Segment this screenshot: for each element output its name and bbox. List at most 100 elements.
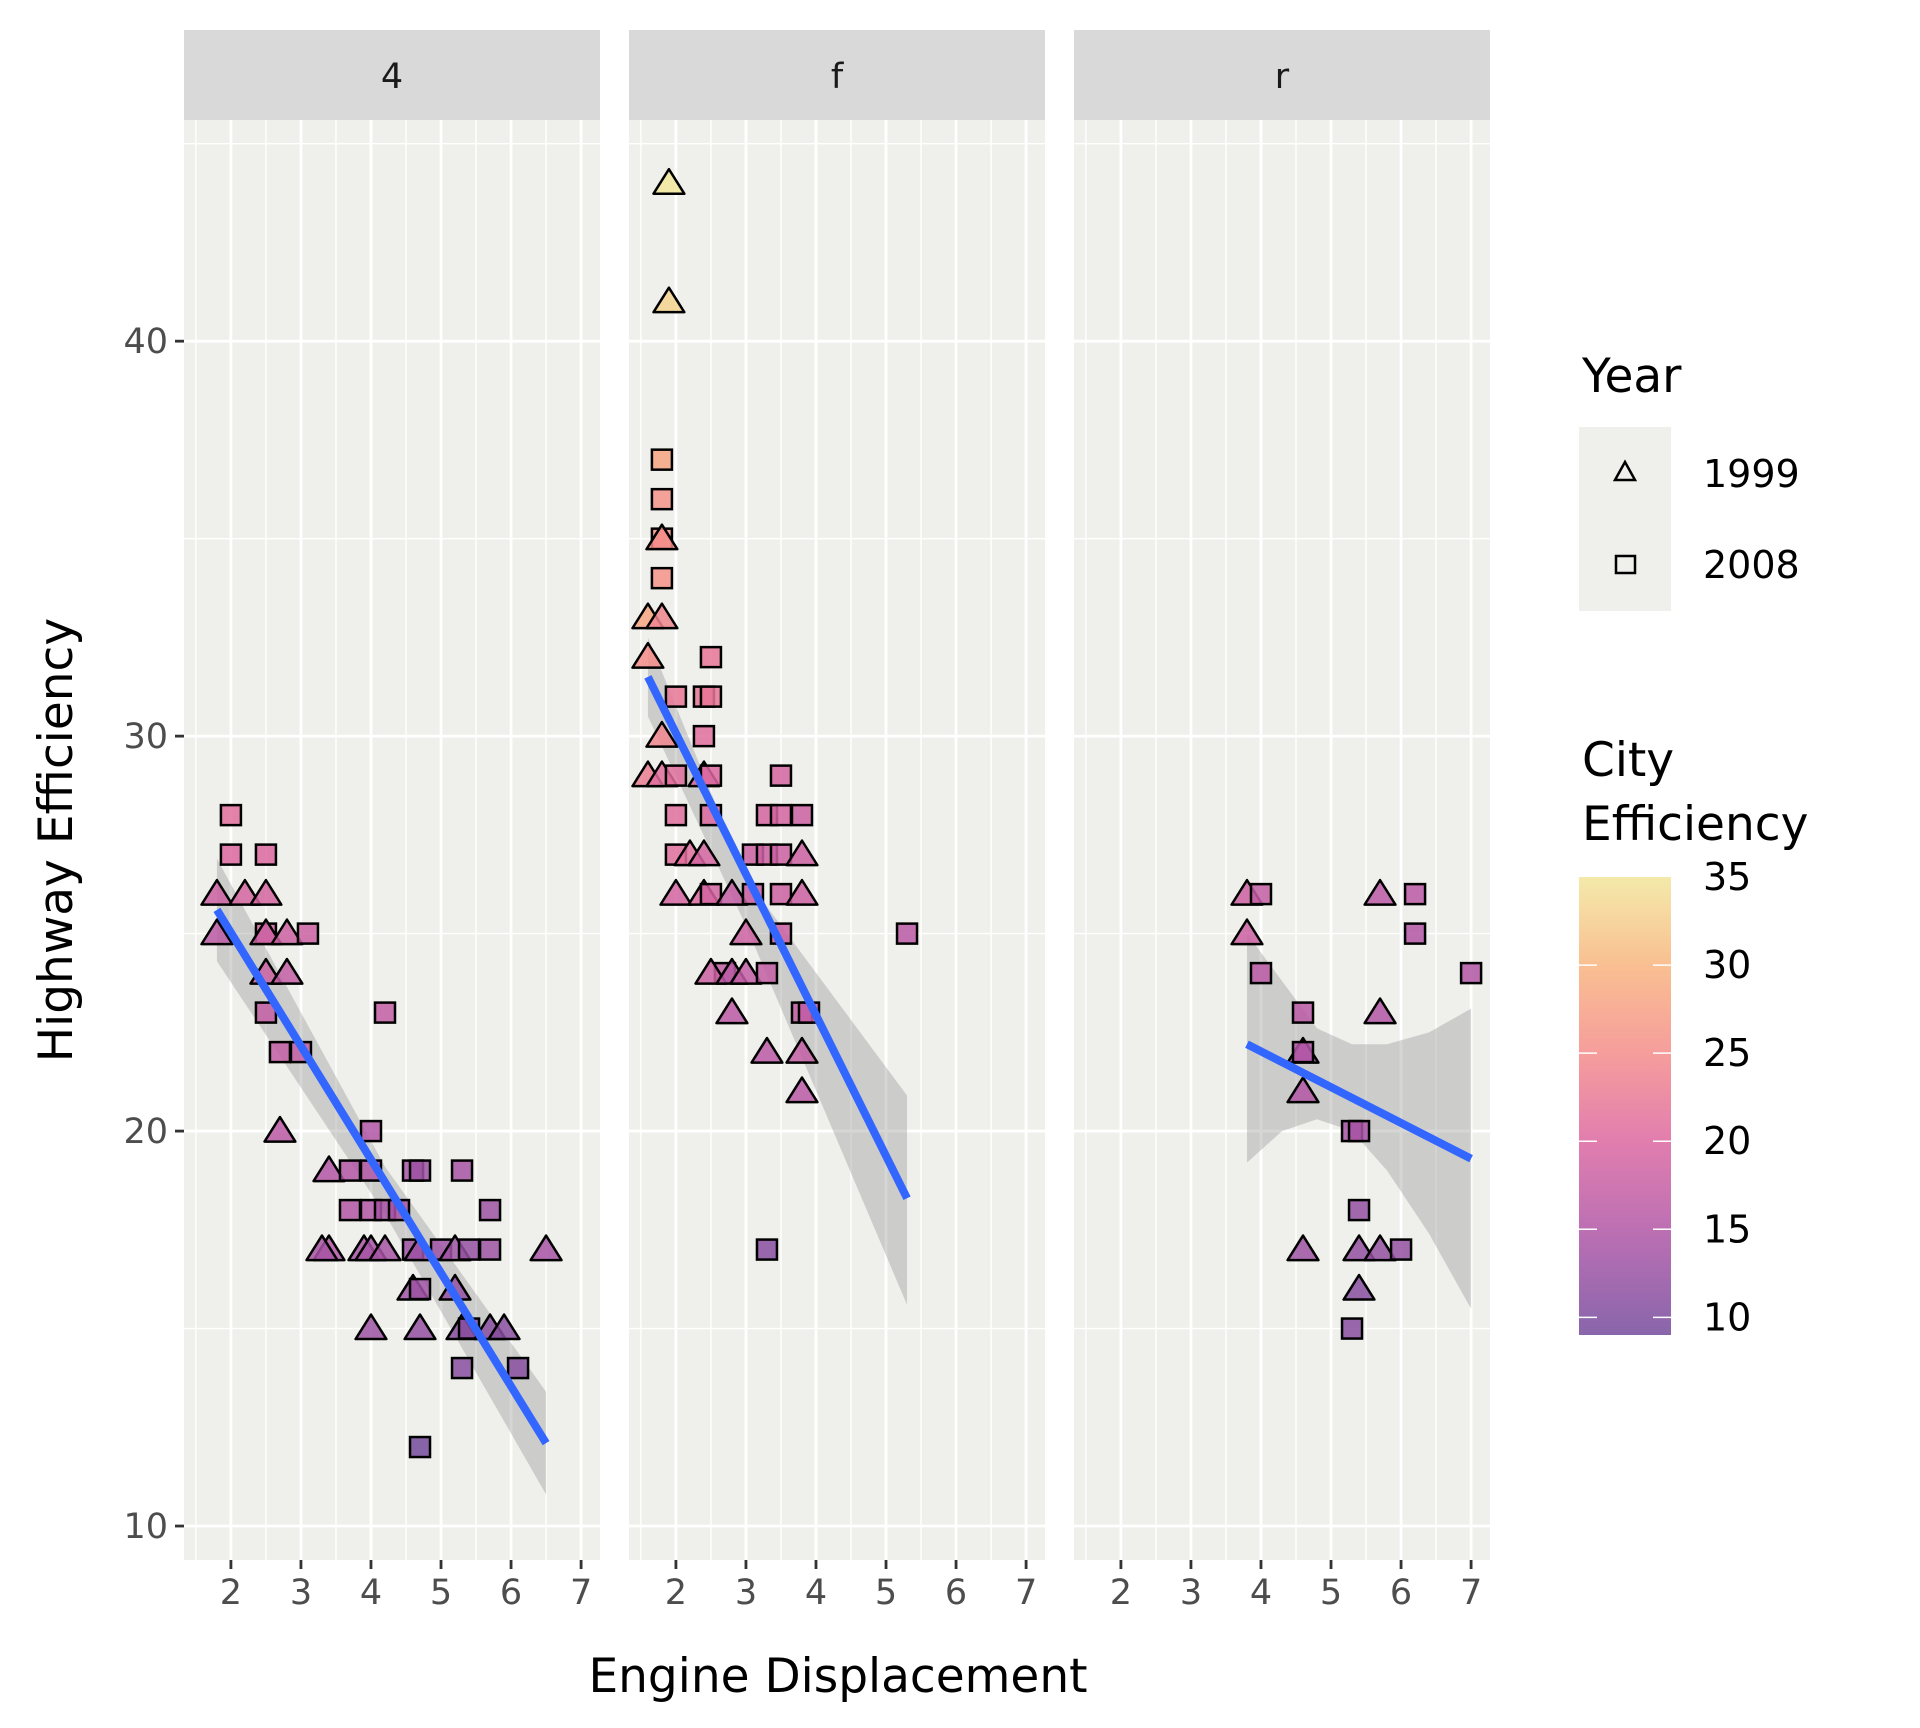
facet-strip <box>629 30 1045 120</box>
data-point-2008 <box>1403 922 1427 945</box>
shape-legend-key-background <box>1579 427 1671 611</box>
data-point-1999 <box>1342 1234 1376 1262</box>
color-legend-title-line1: City <box>1582 733 1674 788</box>
data-point-2008 <box>296 922 320 945</box>
facet-strip-label: 4 <box>381 57 403 97</box>
data-point-2008 <box>1291 1040 1315 1064</box>
data-point-2008 <box>1403 882 1427 906</box>
data-point-1999 <box>305 1234 339 1262</box>
facet-panel-4: 4 2 3 4 5 6 7 <box>184 30 600 1613</box>
smooth-line <box>213 907 550 1446</box>
data-point-2008 <box>1347 1119 1371 1143</box>
data-point-2008 <box>650 566 674 590</box>
data-point-1999 <box>200 878 234 906</box>
data-point-2008 <box>373 1001 397 1024</box>
data-point-1999 <box>645 602 679 630</box>
data-point-2008 <box>1249 882 1273 906</box>
data-point-2008 <box>1340 1317 1364 1340</box>
y-tick-label: 30 <box>123 717 168 757</box>
data-point-2008 <box>699 685 723 708</box>
color-legend: City Efficiency 10 15 20 25 30 35 <box>1579 733 1808 1339</box>
colorbar <box>1579 877 1671 1335</box>
data-point-1999 <box>1286 1234 1320 1262</box>
data-point-2008 <box>769 843 793 866</box>
data-point-2008 <box>1347 1198 1371 1222</box>
shape-legend-title: Year <box>1581 349 1682 404</box>
data-point-2008 <box>895 922 919 945</box>
data-point-1999 <box>715 878 749 906</box>
data-point-1999 <box>1342 1273 1376 1301</box>
x-tick-label: 5 <box>430 1573 452 1613</box>
x-tick-label: 5 <box>875 1573 897 1613</box>
data-point-2008 <box>219 843 243 866</box>
x-tick-label: 4 <box>805 1573 827 1613</box>
data-point-2008 <box>268 1040 292 1064</box>
x-tick-label: 3 <box>290 1573 312 1613</box>
data-point-2008 <box>408 1277 432 1301</box>
data-point-2008 <box>457 1238 481 1261</box>
x-tick-label: 2 <box>220 1573 242 1613</box>
colorbar-tick-label: 20 <box>1703 1119 1751 1163</box>
x-tick-label: 4 <box>360 1573 382 1613</box>
y-axis-title: Highway Efficiency <box>29 618 84 1062</box>
y-tick-label: 40 <box>123 322 168 362</box>
data-point-2008 <box>664 803 688 827</box>
data-point-2008 <box>478 1198 502 1222</box>
data-point-2008 <box>254 843 278 866</box>
facet-strip-label: r <box>1275 57 1290 97</box>
triangle-icon <box>1612 459 1638 482</box>
x-tick-label: 7 <box>1460 1573 1482 1613</box>
data-point-2008 <box>650 487 674 511</box>
square-icon <box>1614 554 1637 575</box>
data-point-2008 <box>1291 1001 1315 1024</box>
x-tick-label: 2 <box>665 1573 687 1613</box>
data-point-2008 <box>790 803 814 827</box>
data-point-2008 <box>769 803 793 827</box>
data-point-1999 <box>529 1234 563 1262</box>
data-point-2008 <box>478 1238 502 1261</box>
facet-panel-r: r 2 3 4 5 6 7 <box>1074 30 1490 1613</box>
data-point-2008 <box>769 764 793 787</box>
data-point-1999 <box>715 997 749 1025</box>
y-tick-label: 20 <box>123 1112 168 1152</box>
y-axis: 10 20 30 40 <box>123 322 184 1547</box>
x-tick-label: 2 <box>1110 1573 1132 1613</box>
data-point-1999 <box>652 167 686 195</box>
data-point-2008 <box>359 1119 383 1143</box>
data-point-2008 <box>1249 961 1273 985</box>
colorbar-tick-label: 15 <box>1703 1207 1751 1251</box>
panels: 4 2 3 4 5 6 7 f 2 3 4 5 6 7 r 2 3 4 5 6 7 <box>184 30 1490 1613</box>
x-tick-label: 7 <box>1015 1573 1037 1613</box>
data-point-2008 <box>506 1356 530 1380</box>
facet-strip <box>1074 30 1490 120</box>
data-point-1999 <box>263 1115 297 1143</box>
data-point-1999 <box>200 918 234 946</box>
data-point-2008 <box>650 448 674 471</box>
y-tick-label: 10 <box>123 1507 168 1547</box>
shape-legend: Year 1999 2008 <box>1579 349 1800 611</box>
data-point-1999 <box>270 918 304 946</box>
colorbar-tick-label: 25 <box>1703 1031 1751 1075</box>
data-point-2008 <box>1389 1238 1413 1261</box>
color-legend-title-line2: Efficiency <box>1582 797 1808 852</box>
data-point-1999 <box>785 839 819 867</box>
data-point-1999 <box>1230 918 1264 946</box>
colorbar-ticks: 10 15 20 25 30 35 <box>1579 855 1751 1339</box>
x-tick-label: 6 <box>1390 1573 1412 1613</box>
data-point-2008 <box>699 882 723 906</box>
panel-background <box>629 120 1045 1560</box>
data-point-2008 <box>408 1435 432 1459</box>
data-point-2008 <box>755 1238 779 1261</box>
data-point-2008 <box>769 882 793 906</box>
colorbar-tick-label: 30 <box>1703 943 1751 987</box>
data-point-2008 <box>408 1159 432 1182</box>
panel-background <box>1074 120 1490 1560</box>
x-tick-label: 3 <box>735 1573 757 1613</box>
data-point-2008 <box>338 1198 362 1222</box>
shape-legend-label-2008: 2008 <box>1703 543 1800 587</box>
data-point-1999 <box>645 523 679 551</box>
data-point-1999 <box>487 1313 521 1341</box>
data-point-1999 <box>270 957 304 985</box>
data-point-1999 <box>312 1155 346 1183</box>
